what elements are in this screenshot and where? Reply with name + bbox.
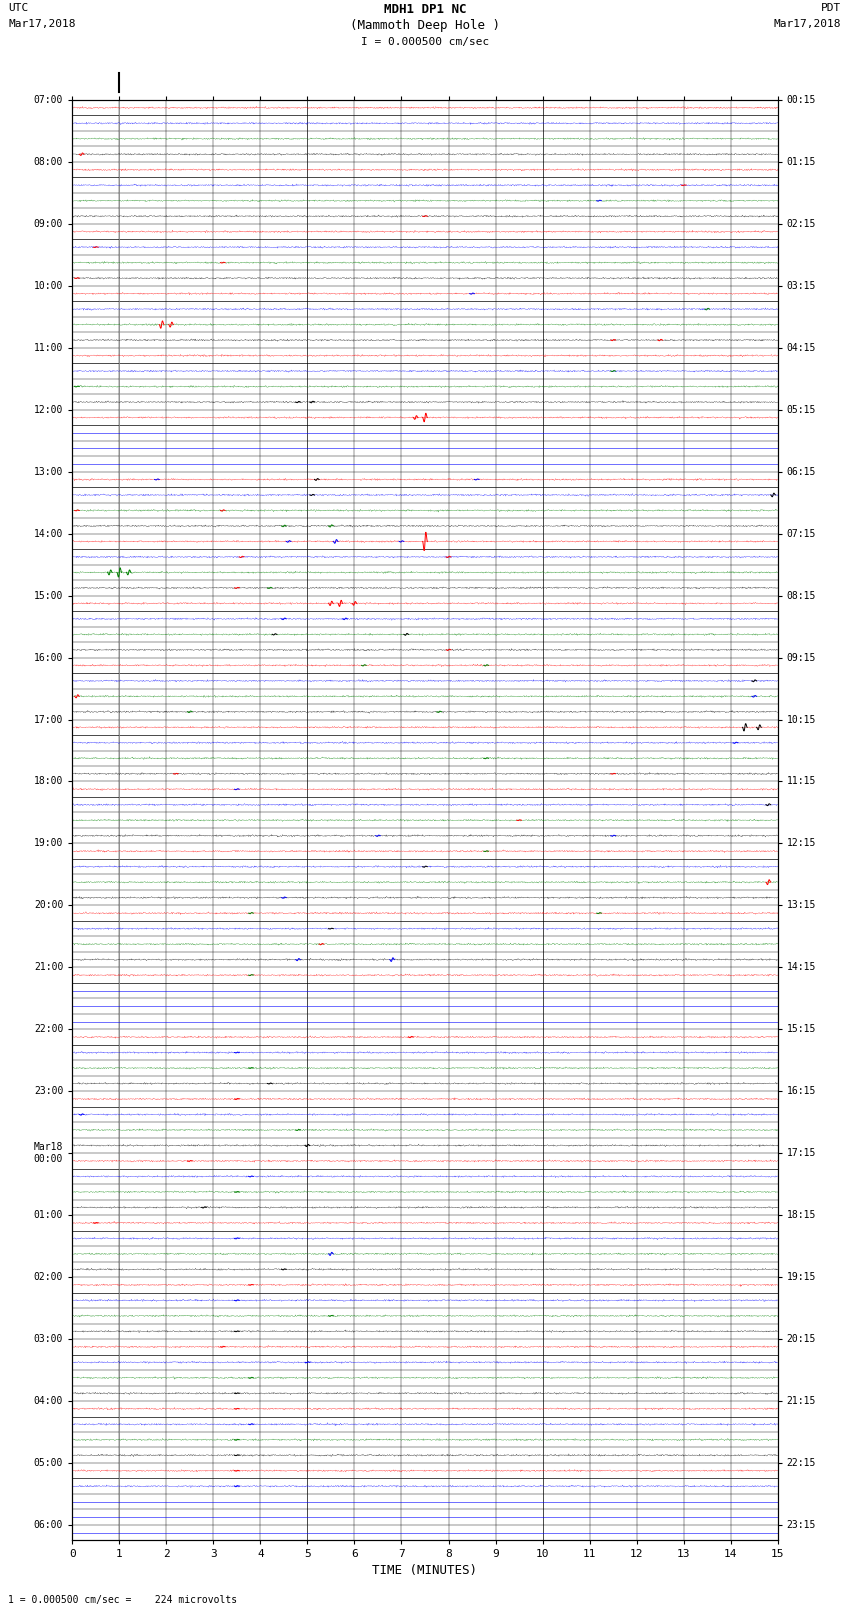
Text: Mar17,2018: Mar17,2018 bbox=[774, 19, 842, 29]
Text: I = 0.000500 cm/sec: I = 0.000500 cm/sec bbox=[361, 37, 489, 47]
Text: PDT: PDT bbox=[821, 3, 842, 13]
Text: 1 = 0.000500 cm/sec =    224 microvolts: 1 = 0.000500 cm/sec = 224 microvolts bbox=[8, 1595, 238, 1605]
Text: Mar17,2018: Mar17,2018 bbox=[8, 19, 76, 29]
Text: UTC: UTC bbox=[8, 3, 29, 13]
X-axis label: TIME (MINUTES): TIME (MINUTES) bbox=[372, 1563, 478, 1576]
Text: (Mammoth Deep Hole ): (Mammoth Deep Hole ) bbox=[350, 19, 500, 32]
Text: MDH1 DP1 NC: MDH1 DP1 NC bbox=[383, 3, 467, 16]
